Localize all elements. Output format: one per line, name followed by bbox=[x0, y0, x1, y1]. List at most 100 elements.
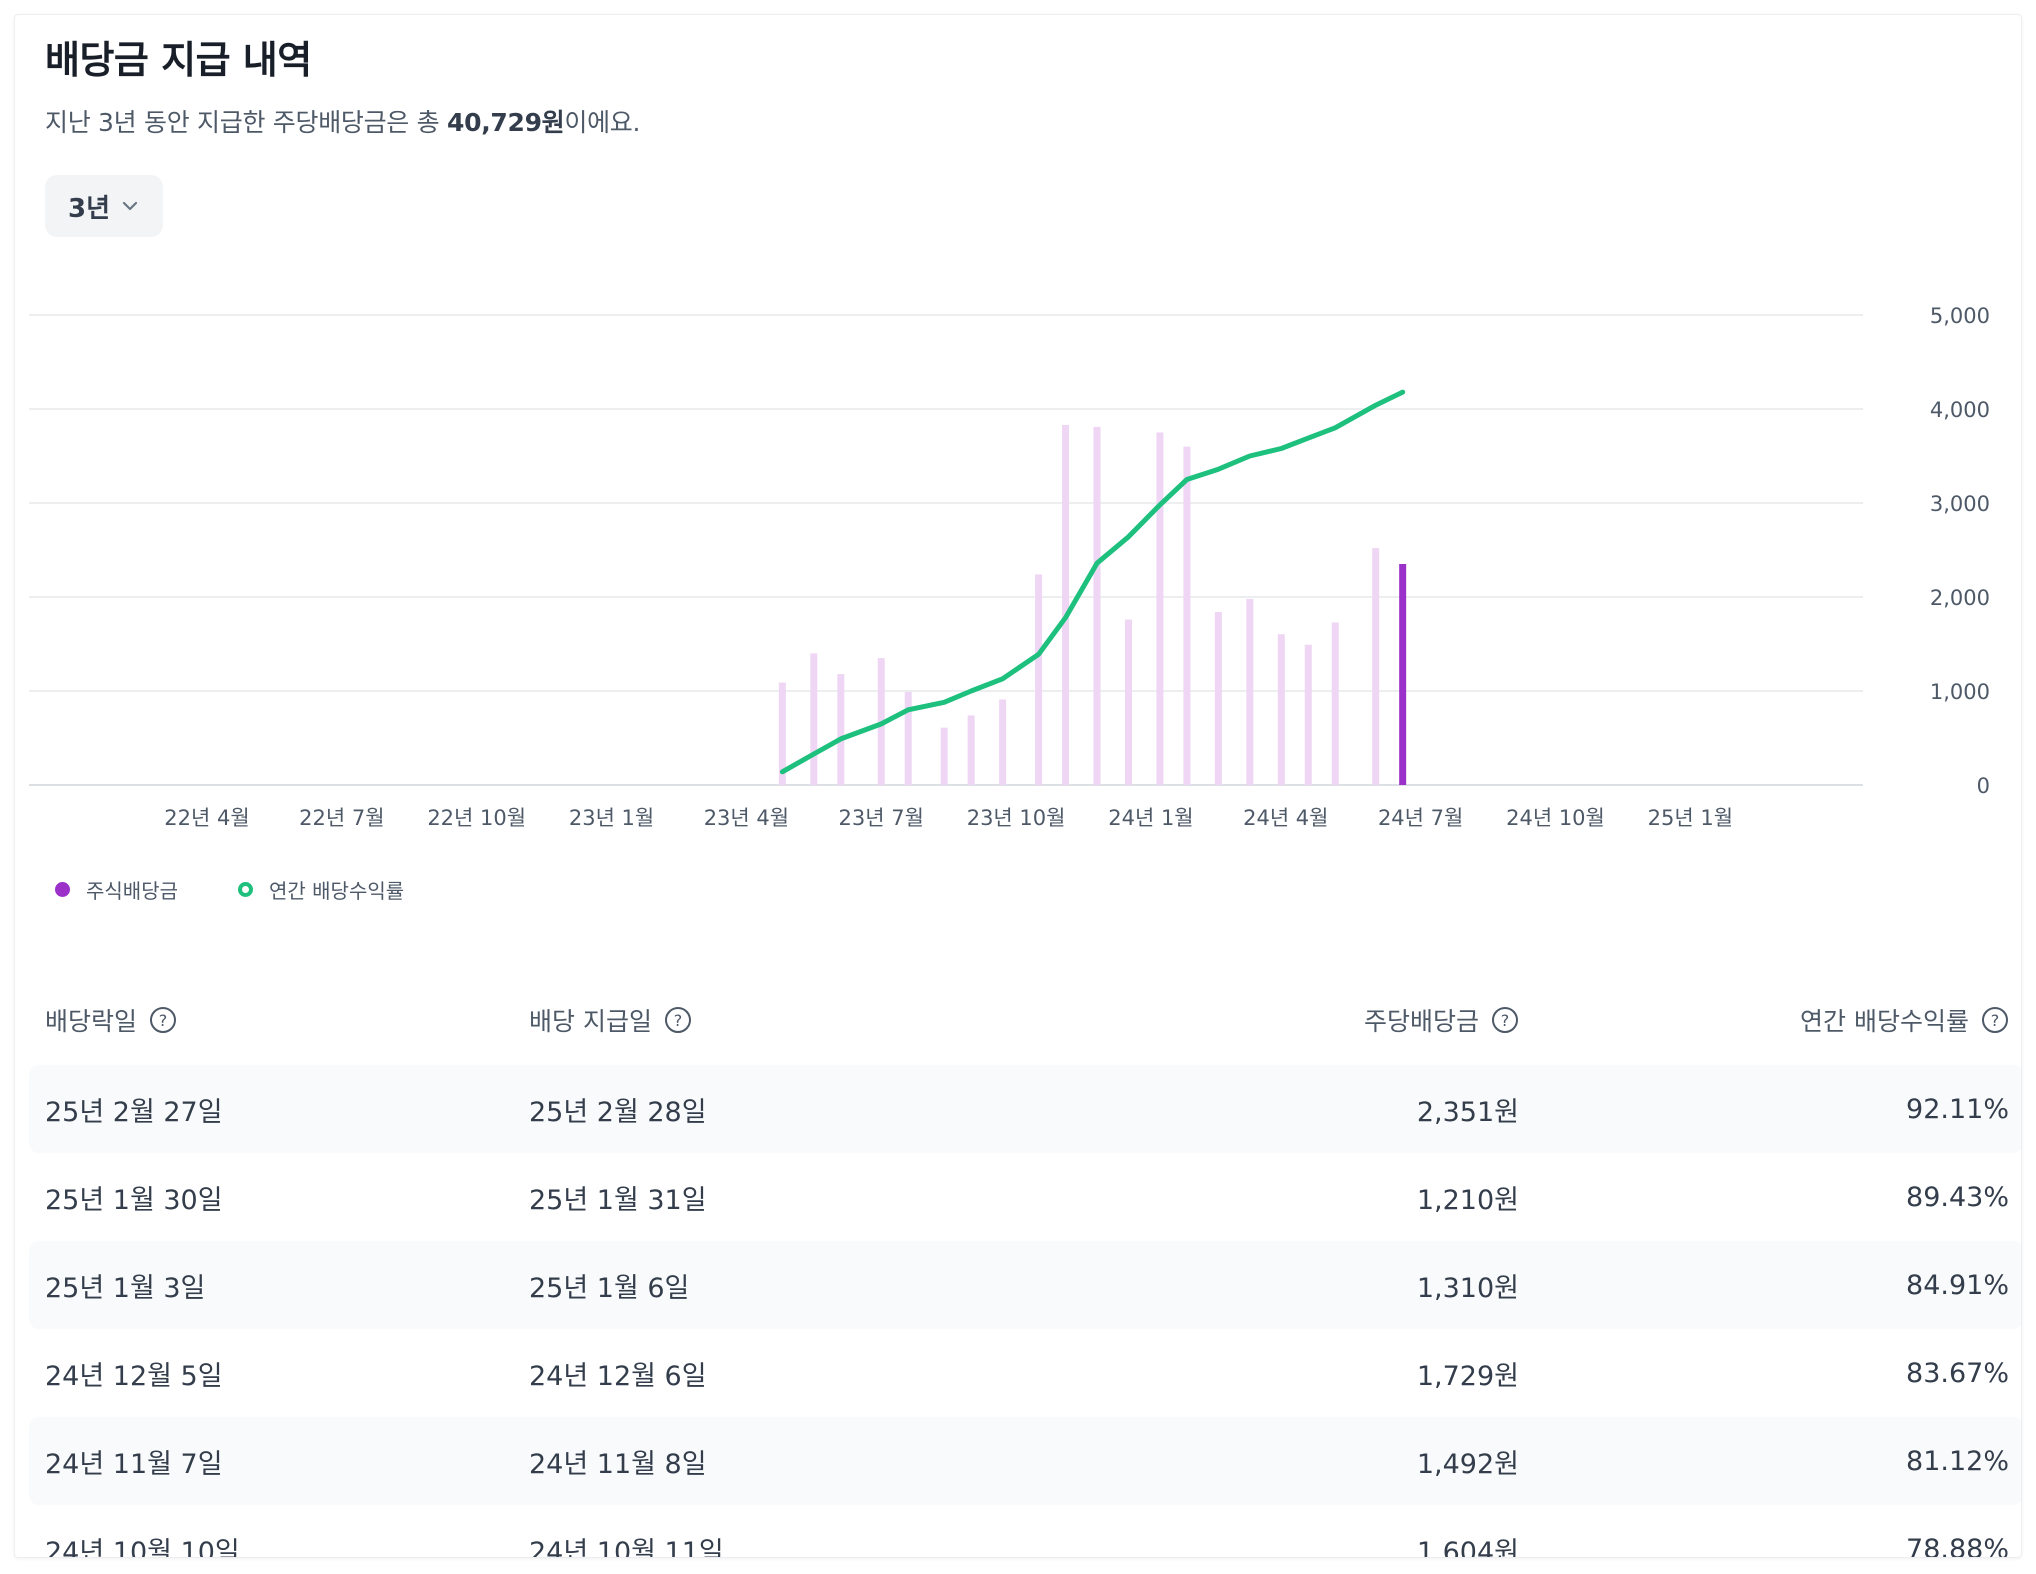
help-icon[interactable]: ? bbox=[149, 1006, 177, 1034]
header-label: 연간 배당수익률 bbox=[1800, 1007, 1969, 1036]
section-subtitle: 지난 3년 동안 지급한 주당배당금은 총 40,729원이에요. bbox=[45, 103, 640, 139]
header-yield: 연간 배당수익률 ? bbox=[1519, 975, 2019, 1065]
table-row[interactable]: 24년 10월 10일 24년 10월 11일 1,604원 78.88% bbox=[29, 1505, 2021, 1558]
ex-date-cell: 25년 2월 27일 bbox=[45, 1096, 223, 1128]
dividend-bar bbox=[810, 653, 818, 785]
chart-legend: 주식배당금 연간 배당수익률 bbox=[55, 875, 404, 904]
header-label: 배당락일 bbox=[45, 1007, 138, 1036]
dps-cell: 1,310원 bbox=[1416, 1272, 1519, 1304]
dividend-bar bbox=[1372, 548, 1380, 785]
header-ex-date: 배당락일 ? bbox=[29, 975, 529, 1065]
dividend-bar bbox=[1093, 426, 1101, 785]
y-tick-label: 2,000 bbox=[1930, 586, 1990, 610]
subtitle-suffix: 이에요. bbox=[564, 108, 641, 137]
yield-cell: 78.88% bbox=[1906, 1533, 2009, 1558]
dividend-bar bbox=[1304, 644, 1312, 785]
period-selected-label: 3년 bbox=[67, 193, 110, 224]
pay-date-cell: 24년 10월 11일 bbox=[529, 1536, 724, 1558]
yield-line bbox=[779, 389, 1406, 775]
dividend-bar bbox=[1035, 574, 1043, 785]
x-tick-label: 23년 1월 bbox=[569, 806, 654, 830]
dividend-bar bbox=[1214, 612, 1222, 785]
y-tick-label: 0 bbox=[1977, 774, 1990, 798]
legend-item-yield: 연간 배당수익률 bbox=[238, 875, 404, 904]
subtitle-prefix: 지난 3년 동안 지급한 주당배당금은 총 bbox=[45, 108, 447, 137]
ex-date-cell: 24년 12월 5일 bbox=[45, 1360, 223, 1392]
header-label: 배당 지급일 bbox=[529, 1007, 652, 1036]
svg-text:?: ? bbox=[1991, 1011, 2000, 1030]
table-row[interactable]: 24년 11월 7일 24년 11월 8일 1,492원 81.12% bbox=[29, 1417, 2021, 1505]
help-icon[interactable]: ? bbox=[1981, 1006, 2009, 1034]
dps-cell: 1,604원 bbox=[1416, 1536, 1519, 1558]
section-title: 배당금 지급 내역 bbox=[45, 38, 312, 82]
legend-dot-ring-icon bbox=[238, 882, 253, 897]
table-row[interactable]: 24년 12월 5일 24년 12월 6일 1,729원 83.67% bbox=[29, 1329, 2021, 1417]
ex-date-cell: 24년 10월 10일 bbox=[45, 1536, 240, 1558]
legend-label-yield: 연간 배당수익률 bbox=[269, 879, 405, 903]
pay-date-cell: 25년 1월 6일 bbox=[529, 1272, 690, 1304]
ex-date-cell: 25년 1월 30일 bbox=[45, 1184, 223, 1216]
chevron-down-icon bbox=[122, 201, 138, 211]
pay-date-cell: 25년 1월 31일 bbox=[529, 1184, 707, 1216]
y-tick-label: 4,000 bbox=[1930, 398, 1990, 422]
help-icon[interactable]: ? bbox=[664, 1006, 692, 1034]
x-tick-label: 23년 10월 bbox=[967, 806, 1066, 830]
y-tick-label: 1,000 bbox=[1930, 680, 1990, 704]
dividend-bar bbox=[904, 691, 912, 785]
svg-text:?: ? bbox=[159, 1011, 168, 1030]
dividend-bar bbox=[940, 727, 948, 785]
dividend-bar bbox=[1062, 424, 1070, 785]
yield-cell: 84.91% bbox=[1906, 1269, 2009, 1301]
period-dropdown[interactable]: 3년 bbox=[45, 175, 163, 237]
yield-cell: 89.43% bbox=[1906, 1181, 2009, 1213]
svg-text:?: ? bbox=[1501, 1011, 1510, 1030]
table-body: 25년 2월 27일 25년 2월 28일 2,351원 92.11% 25년 1월 3… bbox=[29, 1065, 2021, 1558]
table-row[interactable]: 25년 1월 3일 25년 1월 6일 1,310원 84.91% bbox=[29, 1241, 2021, 1329]
dividend-bar bbox=[1156, 432, 1164, 785]
y-tick-label: 3,000 bbox=[1930, 492, 1990, 516]
x-tick-label: 22년 4월 bbox=[164, 806, 249, 830]
header-label: 주당배당금 bbox=[1363, 1007, 1479, 1036]
x-tick-label: 24년 1월 bbox=[1108, 806, 1193, 830]
legend-dot-filled-icon bbox=[55, 882, 70, 897]
x-tick-label: 25년 1월 bbox=[1648, 806, 1733, 830]
dps-cell: 1,210원 bbox=[1416, 1184, 1519, 1216]
dividend-bar bbox=[999, 699, 1007, 785]
legend-item-dividend: 주식배당금 bbox=[55, 875, 178, 904]
header-pay-date: 배당 지급일 ? bbox=[529, 975, 1029, 1065]
dividend-bar bbox=[1331, 622, 1339, 785]
table-row[interactable]: 25년 1월 30일 25년 1월 31일 1,210원 89.43% bbox=[29, 1153, 2021, 1241]
ex-date-cell: 25년 1월 3일 bbox=[45, 1272, 206, 1304]
svg-text:?: ? bbox=[674, 1011, 683, 1030]
table-row[interactable]: 25년 2월 27일 25년 2월 28일 2,351원 92.11% bbox=[29, 1065, 2021, 1153]
dividend-bar bbox=[1124, 619, 1132, 785]
dividend-bar bbox=[1277, 634, 1285, 785]
yield-cell: 83.67% bbox=[1906, 1357, 2009, 1389]
y-tick-label: 5,000 bbox=[1930, 304, 1990, 328]
x-tick-label: 23년 4월 bbox=[704, 806, 789, 830]
dps-cell: 2,351원 bbox=[1416, 1096, 1519, 1128]
subtitle-total: 40,729원 bbox=[447, 108, 565, 137]
dividend-bar bbox=[1183, 446, 1191, 785]
x-tick-label: 24년 10월 bbox=[1506, 806, 1605, 830]
x-tick-label: 22년 7월 bbox=[299, 806, 384, 830]
dividend-bar-latest bbox=[1399, 564, 1407, 785]
dividend-history-card: 배당금 지급 내역 지난 3년 동안 지급한 주당배당금은 총 40,729원이… bbox=[14, 14, 2022, 1558]
pay-date-cell: 25년 2월 28일 bbox=[529, 1096, 707, 1128]
help-icon[interactable]: ? bbox=[1491, 1006, 1519, 1034]
yield-cell: 92.11% bbox=[1906, 1093, 2009, 1125]
x-tick-label: 24년 7월 bbox=[1378, 806, 1463, 830]
header-dps: 주당배당금 ? bbox=[1029, 975, 1519, 1065]
legend-label-dividend: 주식배당금 bbox=[86, 879, 178, 903]
x-tick-label: 22년 10월 bbox=[427, 806, 526, 830]
dividend-bar bbox=[967, 715, 975, 785]
x-tick-label: 23년 7월 bbox=[839, 806, 924, 830]
dividend-bar bbox=[1246, 598, 1254, 785]
x-tick-label: 24년 4월 bbox=[1243, 806, 1328, 830]
pay-date-cell: 24년 11월 8일 bbox=[529, 1448, 707, 1480]
dividend-bar bbox=[778, 682, 786, 785]
dps-cell: 1,729원 bbox=[1416, 1360, 1519, 1392]
dividend-chart: 0 1,000 2,000 3,000 4,000 5,000 22년 4월 22년 7월 22… bbox=[29, 304, 1990, 830]
yield-cell: 81.12% bbox=[1906, 1445, 2009, 1477]
pay-date-cell: 24년 12월 6일 bbox=[529, 1360, 707, 1392]
